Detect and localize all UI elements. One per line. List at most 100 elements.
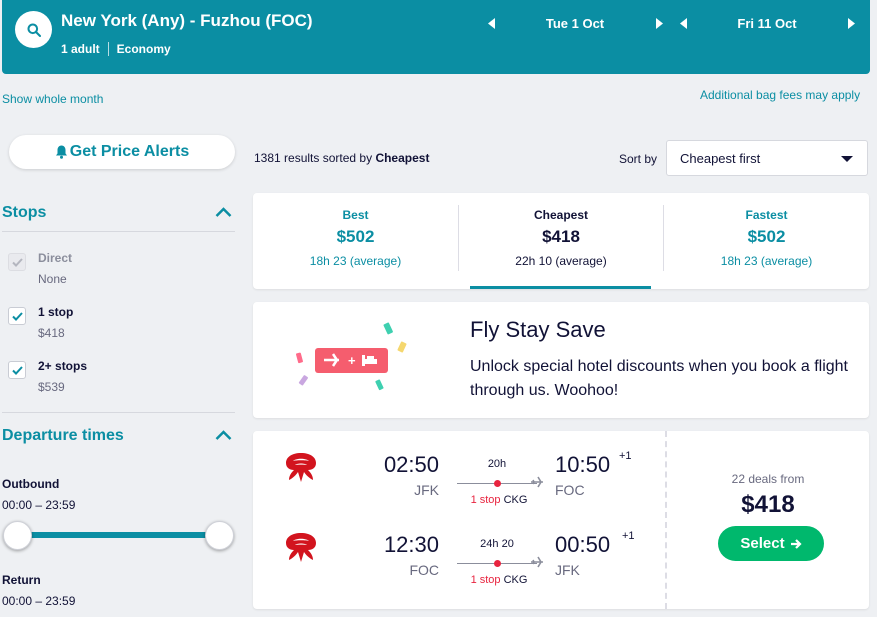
stop-option-price: $539 [38,380,65,394]
get-price-alerts-button[interactable]: Get Price Alerts [9,135,235,169]
tab-price: $502 [747,227,786,246]
tab-fastest[interactable]: Fastest $502 18h 23 (average) [664,193,869,289]
departure-time: 02:50 [383,452,439,477]
sort-tabs: Best $502 18h 23 (average) Cheapest $418… [253,193,869,289]
prev-return-date-button[interactable] [678,14,688,32]
price-alerts-label: Get Price Alerts [69,143,190,160]
select-flight-button[interactable]: Select [718,526,824,561]
deals-count: 22 deals from [731,472,805,486]
results-count: 1381 [254,151,281,165]
stop-airport: CKG [503,574,528,586]
stop-option-label: 2+ stops [38,359,88,373]
select-label: Select [740,535,785,552]
bag-fees-link[interactable]: Additional bag fees may apply [700,88,861,102]
next-outbound-date-button[interactable] [654,14,664,32]
collapse-stops-chevron-icon[interactable] [215,207,232,218]
stop-dot [494,480,501,487]
day-offset: +1 [619,450,632,462]
arrival-time: 00:50 [555,532,611,557]
stop-count: 1 stop [470,574,501,586]
active-tab-indicator [470,286,651,289]
plane-icon [531,556,543,568]
flight-hotel-illustration: + [295,322,407,391]
results-summary: 1381 results sorted by Cheapest [254,151,429,165]
tab-cheapest[interactable]: Cheapest $418 22h 10 (average) [459,193,663,289]
return-date[interactable]: Fri 11 Oct [737,15,797,31]
collapse-departure-times-chevron-icon[interactable] [215,430,232,441]
tab-price: $502 [336,227,375,246]
departure-times-heading: Departure times [2,427,124,444]
plane-icon [531,476,543,488]
tab-duration: 18h 23 (average) [720,254,813,268]
tab-duration: 18h 23 (average) [309,254,402,268]
passenger-count: 1 adult [61,42,100,56]
stops-info[interactable]: 1 stop CKG [453,494,545,506]
return-time-range: 00:00 – 23:59 [2,594,76,608]
tab-best[interactable]: Best $502 18h 23 (average) [253,193,458,289]
stop-option-price: $418 [38,326,65,340]
bell-icon [55,145,67,159]
outbound-time-range: 00:00 – 23:59 [2,498,76,512]
flight-result-card[interactable]: 02:50 JFK 20h 1 stop CKG 10:50 +1 FOC 12… [253,431,869,609]
one-stop-checkbox[interactable] [8,307,26,325]
divider [2,412,235,413]
prev-outbound-date-button[interactable] [486,14,496,32]
flight-duration: 20h [487,458,507,470]
cabin-class: Economy [116,42,171,56]
caret-right-icon [847,17,855,29]
outbound-date[interactable]: Tue 1 Oct [545,15,605,31]
arrival-airport: JFK [555,562,580,578]
tab-price: $418 [542,227,580,246]
caret-left-icon [487,17,495,29]
show-whole-month-link[interactable]: Show whole month [2,92,104,106]
promo-text: Unlock special hotel discounts when you … [470,358,848,399]
route-title[interactable]: New York (Any) - Fuzhou (FOC) [61,11,313,30]
outbound-label: Outbound [2,477,60,491]
airline-logo-icon [286,453,316,482]
sort-dropdown[interactable]: Cheapest first [666,140,868,176]
card-divider [665,431,667,609]
return-date-nav: Fri 11 Oct [678,12,856,34]
outbound-slider-track[interactable] [17,532,221,538]
divider [2,231,235,232]
divider [107,42,109,56]
arrow-right-icon [790,538,802,549]
divider [663,205,664,271]
flight-leg-return: 12:30 FOC 24h 20 1 stop CKG 00:50 +1 JFK [253,530,663,590]
outbound-slider-max-handle[interactable] [205,521,234,550]
checkmark-icon [11,257,23,267]
promo-title: Fly Stay Save [470,317,606,342]
caret-left-icon [679,17,687,29]
arrival-airport: FOC [555,482,585,498]
stop-option-price: None [38,272,67,286]
departure-time: 12:30 [383,532,439,557]
two-plus-stops-checkbox[interactable] [8,361,26,379]
trip-details[interactable]: 1 adult Economy [61,42,171,56]
departure-airport: FOC [409,562,439,578]
divider [458,205,459,271]
svg-text:+: + [348,353,356,368]
caret-right-icon [655,17,663,29]
search-button[interactable] [15,11,52,48]
tab-label: Best [342,208,369,222]
day-offset: +1 [622,530,635,542]
checkmark-icon [11,365,23,375]
stops-heading: Stops [2,204,47,221]
outbound-date-nav: Tue 1 Oct [486,12,664,34]
flight-price: $418 [741,491,795,518]
stops-info[interactable]: 1 stop CKG [453,574,545,586]
direct-checkbox[interactable] [8,253,26,271]
tab-duration: 22h 10 (average) [515,254,607,268]
flight-leg-outbound: 02:50 JFK 20h 1 stop CKG 10:50 +1 FOC [253,450,663,510]
tab-label: Fastest [745,208,788,222]
next-return-date-button[interactable] [846,14,856,32]
outbound-slider-min-handle[interactable] [3,521,32,550]
sort-by-label: Sort by [619,152,658,166]
results-sorted-text: results sorted by [284,151,373,165]
stop-option-label: 1 stop [38,305,74,319]
return-label: Return [2,573,41,587]
airline-logo-icon [286,533,316,562]
fly-stay-save-banner[interactable]: + Fly Stay Save Unlock special hotel dis… [253,302,869,418]
arrival-time: 10:50 [555,452,611,477]
tab-label: Cheapest [533,208,589,222]
